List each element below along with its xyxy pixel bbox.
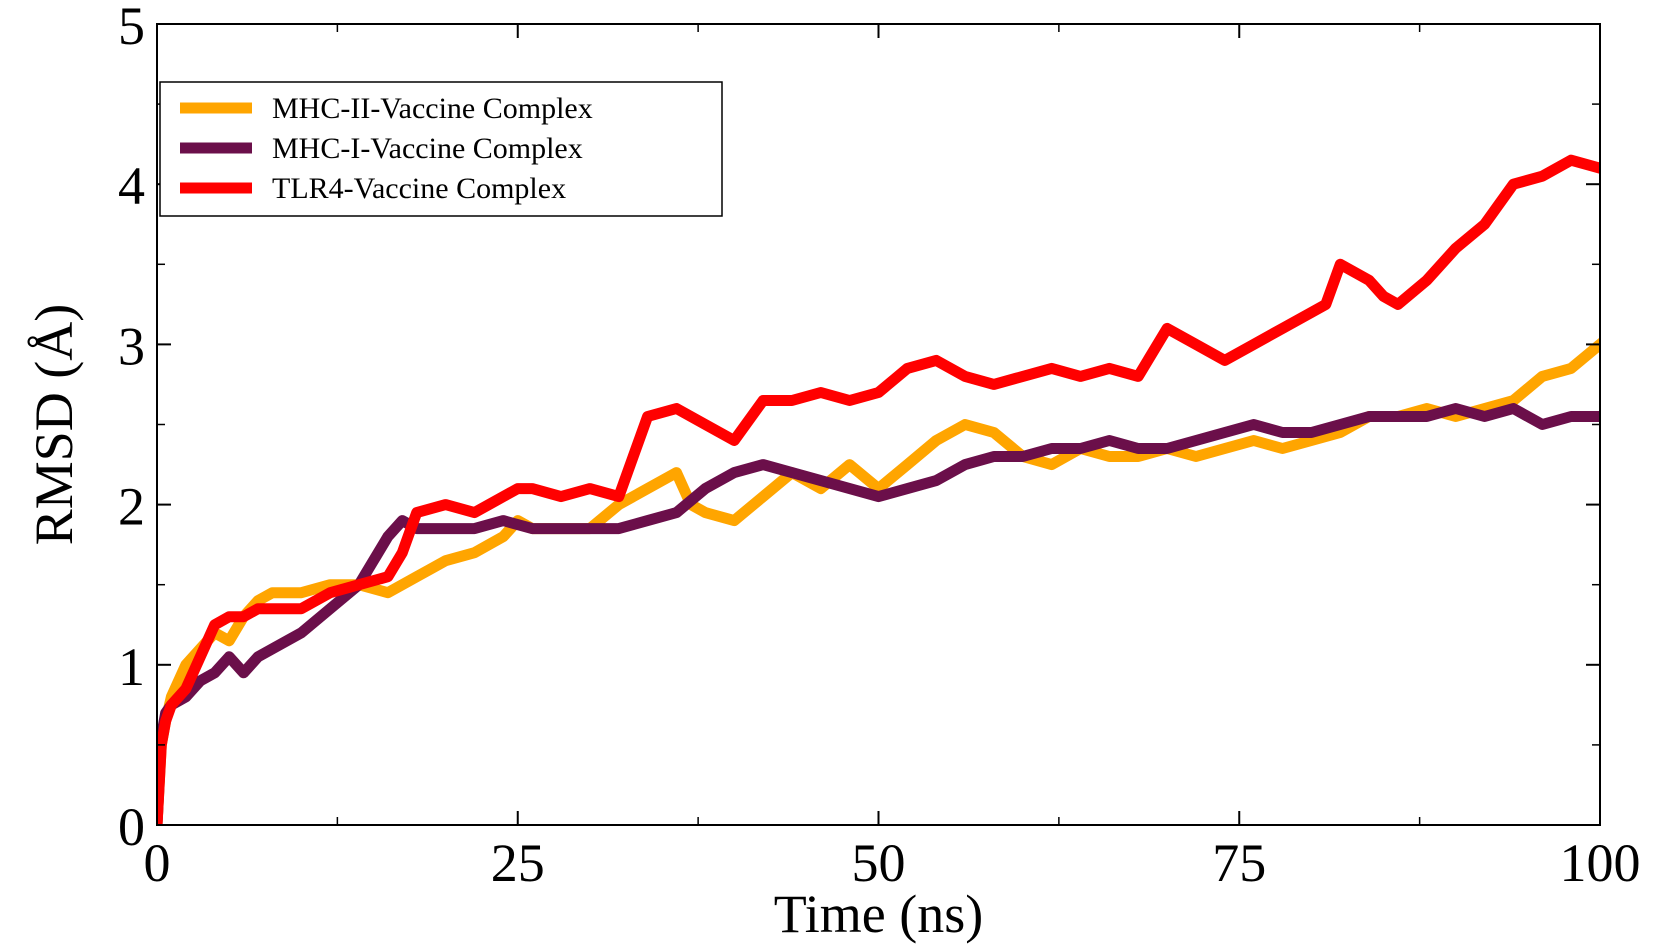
x-axis-label: Time (ns) <box>774 884 984 944</box>
plot-area <box>157 154 1600 825</box>
y-tick-label: 2 <box>118 477 145 537</box>
y-tick-label: 1 <box>118 637 145 697</box>
x-tick-label: 75 <box>1212 833 1266 893</box>
series-line-2 <box>157 403 1600 825</box>
x-tick-label: 100 <box>1560 833 1641 893</box>
y-tick-label: 5 <box>118 0 145 56</box>
x-axis: 0 25 50 75 100 <box>144 24 1641 893</box>
series-line-3 <box>157 154 1600 825</box>
x-tick-label: 50 <box>852 833 906 893</box>
legend-label: TLR4-Vaccine Complex <box>272 172 566 205</box>
legend-box <box>159 81 723 217</box>
y-axis-label: RMSD (Å) <box>24 304 84 546</box>
series-line-1 <box>157 337 1600 825</box>
legend: MHC-II-Vaccine Complex MHC-I-Vaccine Comp… <box>159 81 723 217</box>
series-group <box>157 154 1600 825</box>
legend-label: MHC-I-Vaccine Complex <box>272 132 583 165</box>
y-tick-label: 3 <box>118 316 145 376</box>
legend-label: MHC-II-Vaccine Complex <box>272 92 593 125</box>
y-tick-label: 4 <box>118 156 145 216</box>
x-tick-label: 0 <box>144 833 171 893</box>
y-tick-label: 0 <box>118 797 145 857</box>
x-tick-label: 25 <box>491 833 545 893</box>
y-axis: 0 1 2 3 4 5 <box>118 0 1600 857</box>
